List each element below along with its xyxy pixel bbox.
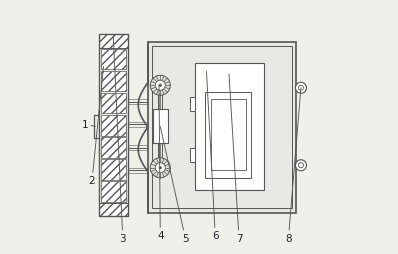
Bar [205,92,252,178]
Bar [101,182,126,202]
Circle shape [159,85,162,87]
Bar [211,100,246,171]
Text: 4: 4 [157,86,164,240]
Circle shape [298,163,303,168]
Circle shape [159,167,162,169]
Bar [101,71,126,92]
Circle shape [295,160,306,171]
Circle shape [150,76,170,96]
Text: 2: 2 [89,67,103,185]
Bar [101,116,126,136]
Circle shape [155,81,165,91]
Bar [190,98,195,112]
Text: 1: 1 [82,120,95,130]
Bar [148,42,297,213]
Bar [99,35,128,217]
Bar [99,35,128,49]
Bar [153,109,168,143]
Text: 5: 5 [160,127,189,243]
Bar [190,149,195,163]
Text: 7: 7 [229,75,242,243]
Text: 6: 6 [207,72,219,240]
Bar [101,93,126,114]
Circle shape [155,163,165,173]
Bar [152,47,292,208]
Bar [195,64,264,190]
Bar [101,160,126,180]
Bar [101,137,126,158]
Circle shape [295,83,306,94]
Text: 3: 3 [113,37,126,243]
Bar [99,203,128,217]
Text: 8: 8 [285,88,301,243]
Circle shape [150,158,170,178]
Circle shape [298,86,303,91]
Bar [101,49,126,70]
